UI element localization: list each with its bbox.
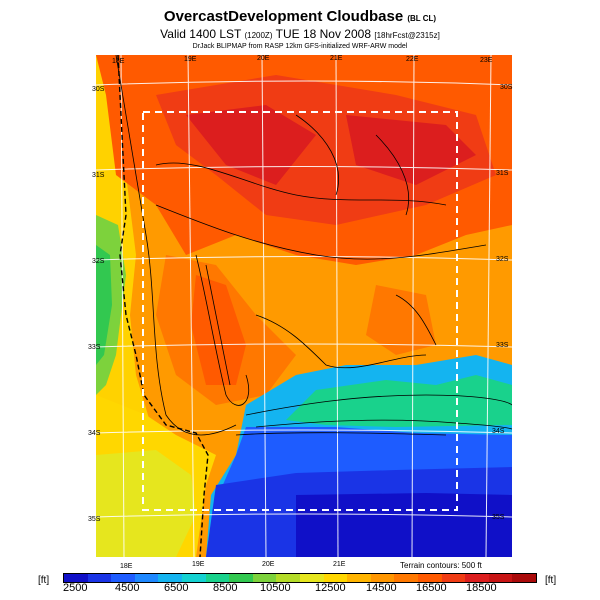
colorbar-swatch xyxy=(323,574,348,582)
lon-label-top-21e: 21E xyxy=(330,55,343,62)
valid-time: Valid 1400 LST (1200Z) TUE 18 Nov 2008 [… xyxy=(160,27,440,41)
colorbar-swatch xyxy=(205,574,230,582)
lon-label-top-20e: 20E xyxy=(257,55,270,62)
map-title: OvercastDevelopment Cloudbase (BL CL) xyxy=(163,8,437,25)
lon-label-bottom-18e: 18E xyxy=(120,563,133,570)
lat-label-right-32s: 32S xyxy=(496,256,509,263)
colorbar-label: 2500 xyxy=(63,582,88,594)
colorbar-swatch xyxy=(252,574,277,582)
colorbar-swatch xyxy=(394,574,418,582)
lat-label-right-31s: 31S xyxy=(496,170,509,177)
red-core-1 xyxy=(186,105,316,185)
mountain-red-region xyxy=(191,275,246,385)
red-core-2 xyxy=(346,115,476,185)
colorbar-swatch xyxy=(417,574,442,582)
coastline xyxy=(117,55,209,557)
lat-label-left-35s: 35S xyxy=(88,516,101,523)
inner-domain-boundary xyxy=(142,111,458,511)
colorbar-label: 16500 xyxy=(416,582,447,594)
cloudbase-map xyxy=(96,55,512,557)
colorbar-label: 4500 xyxy=(115,582,140,594)
colorbar-label: 18500 xyxy=(466,582,497,594)
colorbar-swatch xyxy=(229,574,253,582)
lat-label-right-34s: 34S xyxy=(492,428,505,435)
deepest-ocean-region xyxy=(296,493,512,557)
east-orange-region xyxy=(366,285,436,355)
lon-label-top-22e: 22E xyxy=(406,56,419,63)
lat-label-right-35s: 35S xyxy=(492,514,505,521)
lat-label-right-33s: 33S xyxy=(496,342,509,349)
coastal-green-band xyxy=(286,375,512,427)
colorbar-swatch xyxy=(181,574,206,582)
lat-label-right-30s: 30S xyxy=(500,84,513,91)
colorbar-unit-right: [ft] xyxy=(545,575,557,586)
lon-label-top-23e: 23E xyxy=(480,57,493,64)
colorbar-swatch xyxy=(488,574,513,582)
colorbar-label: 14500 xyxy=(366,582,397,594)
colorbar-label: 6500 xyxy=(164,582,189,594)
lat-label-left-33s: 33S xyxy=(88,344,101,351)
terrain-contour-note: Terrain contours: 500 ft xyxy=(400,561,482,570)
lat-label-left-34s: 34S xyxy=(88,430,101,437)
colorbar-swatch xyxy=(111,574,135,582)
colorbar-swatch xyxy=(370,574,395,582)
lat-label-left-30s: 30S xyxy=(92,86,105,93)
lat-label-left-31s: 31S xyxy=(92,172,105,179)
coast-green-region xyxy=(96,245,112,365)
lon-label-bottom-19e: 19E xyxy=(192,561,205,568)
colorbar-swatch xyxy=(87,574,112,582)
colorbar-swatch xyxy=(441,574,466,582)
colorbar-swatch xyxy=(465,574,489,582)
lon-label-bottom-21e: 21E xyxy=(333,561,346,568)
colorbar-label: 8500 xyxy=(213,582,238,594)
colorbar-label: 10500 xyxy=(260,582,291,594)
lon-label-bottom-20e: 20E xyxy=(262,561,275,568)
south-yellow-region xyxy=(96,450,196,557)
colorbar-swatch xyxy=(158,574,182,582)
terrain-contours xyxy=(115,55,512,436)
colorbar-swatch xyxy=(347,574,371,582)
colorbar-swatch xyxy=(134,574,159,582)
colorbar-unit-left: [ft] xyxy=(38,575,50,586)
credit-line: DrJack BLIPMAP from RASP 12km GFS-initia… xyxy=(192,43,408,50)
colorbar xyxy=(63,573,537,583)
colorbar-swatch xyxy=(276,574,300,582)
colorbar-label: 12500 xyxy=(315,582,346,594)
lon-label-top-18e: 18E xyxy=(112,58,125,65)
lat-label-left-32s: 32S xyxy=(92,258,105,265)
colorbar-swatch xyxy=(512,574,536,582)
colorbar-swatch xyxy=(299,574,324,582)
lon-label-top-19e: 19E xyxy=(184,56,197,63)
colorbar-swatch xyxy=(64,574,88,582)
